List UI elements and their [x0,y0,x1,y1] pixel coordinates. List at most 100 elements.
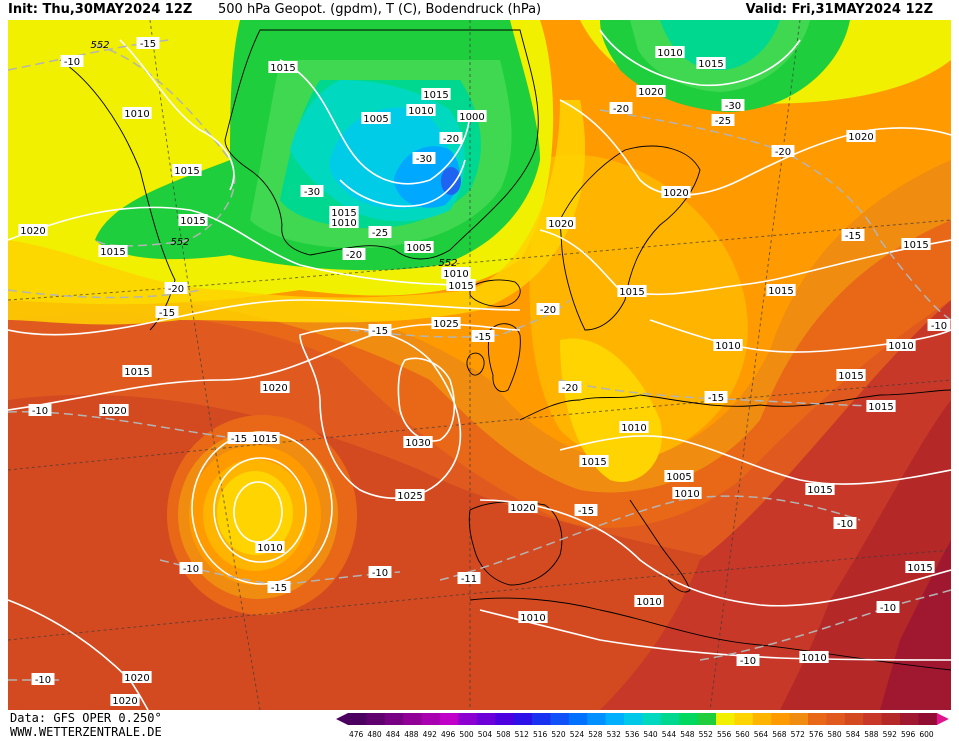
temperature-label-box [833,517,857,529]
temperature-label-text: -20 [775,147,791,158]
temperature-label: -15 [574,504,598,517]
pressure-label: 1005 [361,112,391,125]
pressure-label: 1030 [403,436,433,449]
isobar [279,59,471,185]
isobar [479,499,951,607]
temperature-label-box [876,601,900,613]
scale-tick-label: 588 [864,730,879,739]
scale-tick-label: 476 [349,730,364,739]
pressure-label-text: 1005 [666,472,691,483]
pressure-label-text: 1020 [510,503,535,514]
temperature-label: -20 [558,381,582,394]
pressure-label-text: 1015 [331,208,356,219]
scale-tick-label: 580 [827,730,842,739]
scale-swatch [900,713,919,725]
coastline-africa [469,597,951,671]
pressure-label: 1015 [836,369,866,382]
pressure-label-text: 1015 [423,90,448,101]
scale-tick-label: 484 [386,730,401,739]
temperature-label-box [342,248,366,260]
pressure-label-box [579,455,609,467]
pressure-label-text: 1010 [520,613,545,624]
temperature-label-box [164,282,188,294]
pressure-label: 1010 [619,421,649,434]
temperature-label-box [155,306,179,318]
pressure-label: 1010 [518,611,548,624]
isobar [479,609,951,661]
scale-swatch [734,713,754,725]
scale-tick-label: 480 [367,730,382,739]
isobar [8,599,149,710]
geopotential-labels: 552 552 552 [90,40,457,269]
temperature-label-text: -10 [32,406,48,417]
scale-swatch [403,713,423,725]
grid-line [8,219,951,301]
temperature-label: -30 [412,152,436,165]
pressure-label: 1010 [672,487,702,500]
temperature-label-box [574,504,598,516]
isotherm [559,379,881,407]
pressure-label-text: 1000 [459,112,484,123]
pressure-label-text: 1020 [124,673,149,684]
scale-swatch [605,713,625,725]
scale-swatch [384,713,404,725]
pressure-label-text: 1010 [674,489,699,500]
pressure-label: 1015 [805,483,835,496]
pressure-label: 1010 [655,46,685,59]
init-time: Init: Thu,30MAY2024 12Z [8,2,193,17]
pressure-label-text: 1015 [907,563,932,574]
temperature-label: -20 [164,282,188,295]
pressure-label-text: 1015 [619,287,644,298]
temperature-label-text: -20 [613,104,629,115]
field-560b [8,100,586,325]
field-520 [394,146,460,208]
pressure-label-text: 1025 [433,319,458,330]
temperature-label: -15 [368,324,392,337]
temperature-label-text: -20 [346,250,362,261]
pressure-label-box [406,104,436,116]
isobar [339,159,466,208]
coastline-scandinavia [559,145,701,331]
chart-footer: Data: GFS OPER 0.250° WWW.WETTERZENTRALE… [0,710,959,741]
temperature-label-box [60,55,84,67]
geopotential-label: 552 [170,237,189,248]
pressure-label: 1010 [122,107,152,120]
pressure-label: 1020 [661,186,691,199]
pressure-label-text: 1020 [262,383,287,394]
scale-tick-label: 520 [551,730,566,739]
pressure-label-text: 1020 [548,219,573,230]
pressure-label-text: 1005 [363,114,388,125]
pressure-label-box [250,432,280,444]
pressure-label-box [846,130,876,142]
temperature-label: -10 [60,55,84,68]
pressure-label-text: 1010 [331,218,356,229]
pressure-label-box [799,651,829,663]
scale-tick-label: 540 [643,730,658,739]
weather-map: -15 -10 -20 -30 -25 -20 -20 -30 -30 -25 -20 -20 -15 -… [8,20,951,710]
pressure-label: 1010 [441,267,471,280]
pressure-label-box [713,339,743,351]
temperature-label-box [558,381,582,393]
pressure-label-box [546,217,576,229]
coastline-greenland [224,29,539,260]
pressure-label-text: 1015 [252,434,277,445]
pressure-label-text: 1025 [397,491,422,502]
temperature-label-box [136,37,160,49]
pressure-label-box [110,694,140,706]
temperature-label-box [439,132,463,144]
temperature-label-box [471,330,495,342]
pressure-label: 1020 [99,404,129,417]
scale-arrow-left [336,713,348,725]
pressure-label: 1025 [395,489,425,502]
temperature-label-text: -15 [475,332,491,343]
temperature-label: -15 [841,229,865,242]
temperature-label-box [711,114,735,126]
scale-swatch [458,713,478,725]
temperature-labels: -15 -10 -20 -30 -25 -20 -20 -30 -30 -25 -20 -20 -15 -… [28,37,951,686]
field-596 [880,540,951,710]
temperature-label-text: -20 [443,134,459,145]
scale-tick-label: 556 [717,730,732,739]
pressure-label: 1020 [122,671,152,684]
scale-swatch [881,713,901,725]
temperature-label: -10 [876,601,900,614]
